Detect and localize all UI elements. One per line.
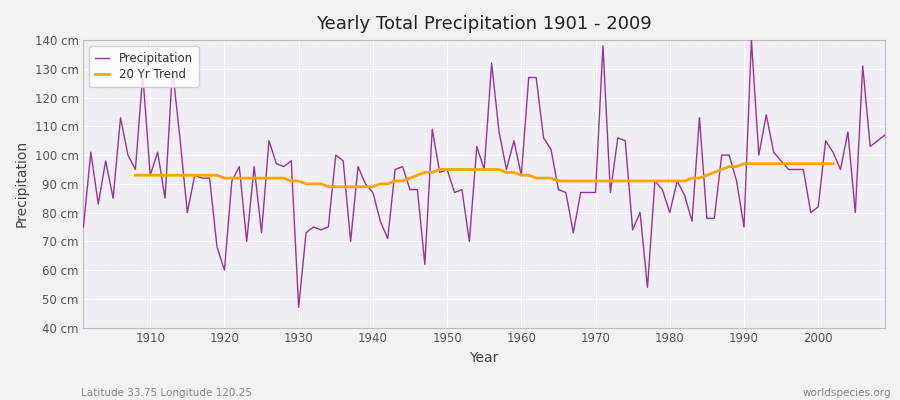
Title: Yearly Total Precipitation 1901 - 2009: Yearly Total Precipitation 1901 - 2009 — [316, 15, 652, 33]
Precipitation — [612, 136, 623, 140]
Y-axis label: Precipitation: Precipitation — [15, 140, 29, 228]
20 Yr Trend — [130, 173, 140, 178]
Precipitation — [293, 305, 304, 310]
20 Yr Trend — [159, 173, 170, 178]
X-axis label: Year: Year — [470, 351, 499, 365]
20 Yr Trend — [323, 184, 334, 189]
Precipitation — [138, 72, 148, 77]
Precipitation — [746, 38, 757, 42]
20 Yr Trend — [256, 176, 267, 180]
Precipitation — [516, 173, 526, 178]
Precipitation — [523, 75, 534, 80]
Line: 20 Yr Trend: 20 Yr Trend — [135, 164, 833, 187]
Precipitation — [879, 132, 890, 137]
20 Yr Trend — [627, 178, 638, 183]
20 Yr Trend — [828, 161, 839, 166]
Precipitation — [78, 224, 89, 229]
Line: Precipitation: Precipitation — [84, 40, 885, 308]
Precipitation — [353, 164, 364, 169]
20 Yr Trend — [739, 161, 750, 166]
Text: worldspecies.org: worldspecies.org — [803, 388, 891, 398]
20 Yr Trend — [612, 178, 623, 183]
Legend: Precipitation, 20 Yr Trend: Precipitation, 20 Yr Trend — [89, 46, 199, 87]
20 Yr Trend — [657, 178, 668, 183]
20 Yr Trend — [650, 178, 661, 183]
Text: Latitude 33.75 Longitude 120.25: Latitude 33.75 Longitude 120.25 — [81, 388, 252, 398]
Precipitation — [308, 224, 319, 229]
